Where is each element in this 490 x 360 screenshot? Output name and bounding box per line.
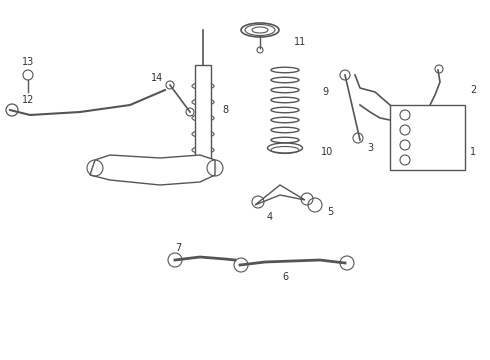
Text: 3: 3 xyxy=(367,143,373,153)
Text: 10: 10 xyxy=(321,147,333,157)
Text: 2: 2 xyxy=(470,85,476,95)
Text: 9: 9 xyxy=(322,87,328,97)
Text: 7: 7 xyxy=(175,243,181,253)
Bar xyxy=(390,105,465,170)
Text: 14: 14 xyxy=(151,73,163,83)
Text: 12: 12 xyxy=(22,95,34,105)
Text: 13: 13 xyxy=(22,57,34,67)
Text: 5: 5 xyxy=(327,207,333,217)
Text: 11: 11 xyxy=(294,37,306,47)
Bar xyxy=(195,65,211,165)
Text: 8: 8 xyxy=(222,105,228,115)
Polygon shape xyxy=(255,185,305,205)
Polygon shape xyxy=(90,155,215,185)
Text: 1: 1 xyxy=(470,147,476,157)
Text: 4: 4 xyxy=(267,212,273,222)
Text: 6: 6 xyxy=(282,272,288,282)
